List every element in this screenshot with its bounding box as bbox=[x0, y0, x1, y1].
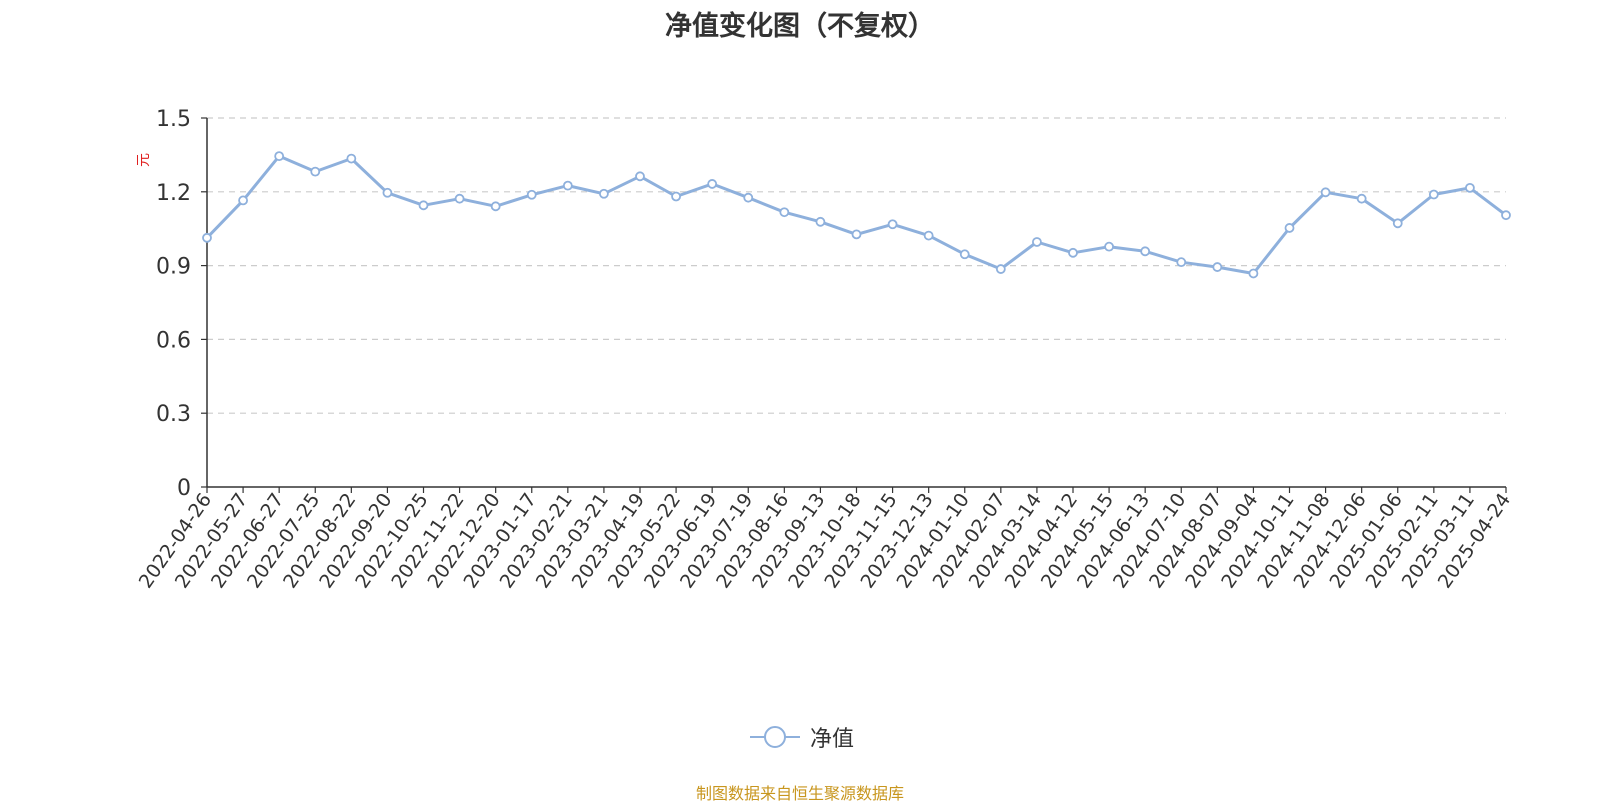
y-tick-label: 0.3 bbox=[156, 402, 191, 427]
data-point bbox=[635, 171, 645, 182]
data-point bbox=[923, 230, 934, 241]
data-point bbox=[671, 191, 681, 202]
source-note: 制图数据来自恒生聚源数据库 bbox=[695, 784, 904, 803]
data-point bbox=[779, 207, 790, 218]
data-point bbox=[707, 179, 718, 189]
data-point bbox=[1392, 218, 1403, 229]
data-point bbox=[1320, 187, 1331, 198]
data-point bbox=[382, 187, 393, 198]
data-point bbox=[202, 232, 212, 243]
data-point bbox=[1428, 189, 1439, 200]
data-point bbox=[526, 189, 537, 200]
y-tick-label: 0.9 bbox=[156, 255, 191, 280]
data-point bbox=[959, 249, 970, 260]
data-point bbox=[562, 180, 573, 191]
data-point bbox=[1284, 223, 1295, 233]
data-point bbox=[346, 153, 357, 164]
data-point bbox=[599, 188, 609, 199]
grid-lines bbox=[207, 117, 1506, 414]
data-point bbox=[1032, 237, 1042, 247]
legend-label: 净值 bbox=[810, 727, 855, 752]
data-point bbox=[1465, 182, 1475, 193]
data-point bbox=[887, 219, 898, 230]
data-point bbox=[743, 192, 754, 203]
data-point bbox=[418, 200, 429, 211]
data-point bbox=[1248, 268, 1259, 279]
data-point bbox=[454, 193, 465, 204]
data-point bbox=[815, 216, 826, 227]
series-group bbox=[202, 151, 1511, 279]
legend-symbol bbox=[750, 726, 800, 748]
series-line bbox=[205, 154, 1507, 275]
axes bbox=[206, 118, 1506, 488]
data-point bbox=[995, 264, 1006, 274]
data-point bbox=[1356, 193, 1367, 204]
y-tick-label: 1.5 bbox=[156, 107, 191, 132]
data-point bbox=[1176, 257, 1187, 268]
data-point bbox=[1140, 246, 1151, 257]
data-point bbox=[1501, 210, 1511, 221]
legend[interactable]: 净值 bbox=[750, 722, 854, 752]
y-axis-label: 元 bbox=[136, 153, 152, 167]
data-point bbox=[1104, 241, 1114, 252]
data-point bbox=[851, 229, 862, 240]
y-tick-label: 1.2 bbox=[156, 181, 191, 206]
y-axis-ticks: 0 0.3 0.6 0.9 1.2 1.5 bbox=[156, 107, 207, 501]
data-point bbox=[1212, 262, 1223, 272]
data-point bbox=[274, 151, 285, 162]
chart-title: 净值变化图（不复权） bbox=[665, 11, 935, 42]
x-axis-ticks: 2022-04-262022-05-272022-06-272022-07-25… bbox=[135, 487, 1515, 592]
y-tick-label: 0 bbox=[177, 476, 191, 501]
data-point bbox=[1068, 247, 1078, 258]
data-point bbox=[490, 201, 501, 212]
data-point bbox=[310, 166, 321, 177]
y-tick-label: 0.6 bbox=[156, 328, 191, 353]
data-point bbox=[238, 195, 248, 206]
